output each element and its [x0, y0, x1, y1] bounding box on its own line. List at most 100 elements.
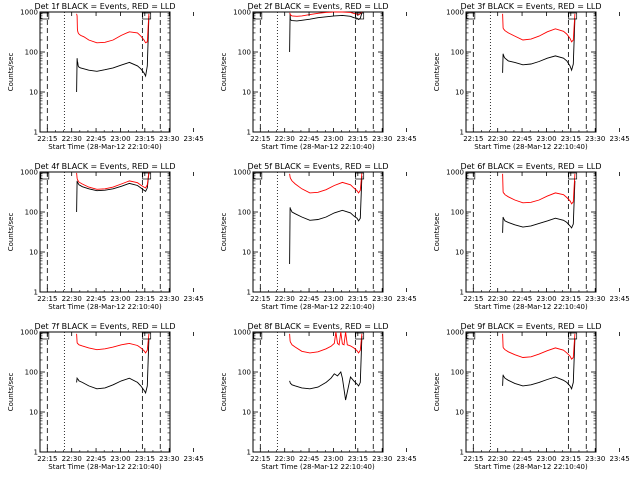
y-tick-label: 1: [247, 449, 251, 457]
y-tick-label: 1000: [233, 329, 251, 337]
plot-frame: [39, 11, 171, 133]
y-tick-label: 10: [29, 89, 38, 97]
series-line-lld: [76, 333, 150, 354]
y-tick-label: 1000: [446, 329, 464, 337]
series-line-events: [502, 338, 576, 390]
x-tick-label: 22:30: [488, 135, 508, 143]
series-line-lld: [502, 333, 576, 360]
panel-title: Det 4f BLACK = Events, RED = LLD: [34, 162, 175, 171]
x-tick-label: 22:45: [512, 135, 532, 143]
panel-det-5: Det 5f BLACK = Events, RED = LLD 1 10 100 10…: [220, 162, 417, 311]
y-tick-label: 1000: [20, 329, 38, 337]
x-tick-label: 22:45: [299, 295, 319, 303]
x-tick-label: 23:45: [609, 135, 629, 143]
x-tick-label: 23:30: [585, 455, 605, 463]
x-tick-label: 23:15: [561, 455, 581, 463]
series-line-events: [502, 180, 576, 233]
panel-det-3: Det 3f BLACK = Events, RED = LLD 1 10 100 10…: [433, 2, 630, 151]
corner-marker-2: [142, 172, 152, 180]
plot-frame: [252, 171, 384, 293]
y-tick-label: 1: [460, 449, 464, 457]
y-axis-label: Counts/sec: [433, 213, 441, 252]
x-axis-label: Start Time (28-Mar-12 22:10:40): [48, 143, 162, 151]
x-tick-label: 23:00: [323, 455, 343, 463]
corner-marker-2: [568, 332, 578, 340]
series-line-lld: [76, 171, 150, 190]
panel-det-4: Det 4f BLACK = Events, RED = LLD 1 10 100 10…: [7, 162, 204, 311]
y-tick-label: 100: [238, 209, 251, 217]
y-tick-label: 100: [25, 209, 38, 217]
y-tick-label: 100: [25, 369, 38, 377]
series-line-lld: [289, 172, 363, 194]
panel-title: Det 9f BLACK = Events, RED = LLD: [460, 322, 601, 331]
x-tick-label: 23:15: [135, 295, 155, 303]
panel-title: Det 1f BLACK = Events, RED = LLD: [34, 2, 175, 11]
panel-title: Det 3f BLACK = Events, RED = LLD: [460, 2, 601, 11]
y-tick-label: 10: [455, 409, 464, 417]
y-axis-label: Counts/sec: [433, 373, 441, 412]
y-axis-label: Counts/sec: [7, 373, 15, 412]
x-axis-label: Start Time (28-Mar-12 22:10:40): [474, 143, 588, 151]
x-tick-label: 23:00: [110, 295, 130, 303]
y-tick-label: 1000: [233, 169, 251, 177]
x-tick-label: 22:30: [488, 455, 508, 463]
x-tick-label: 23:15: [348, 295, 368, 303]
x-tick-label: 22:30: [275, 455, 295, 463]
panel-title: Det 6f BLACK = Events, RED = LLD: [460, 162, 601, 171]
x-tick-label: 22:15: [463, 135, 483, 143]
y-axis-label: Counts/sec: [220, 53, 228, 92]
x-tick-label: 23:45: [609, 295, 629, 303]
series-line-lld: [502, 173, 576, 205]
x-tick-label: 22:45: [86, 455, 106, 463]
x-tick-label: 23:15: [348, 135, 368, 143]
x-tick-label: 23:15: [348, 455, 368, 463]
y-tick-label: 10: [242, 409, 251, 417]
x-tick-label: 23:45: [396, 135, 416, 143]
panel-det-7: Det 7f BLACK = Events, RED = LLD 1 10 100 10…: [7, 322, 204, 471]
x-tick-label: 23:45: [183, 135, 203, 143]
x-axis-label: Start Time (28-Mar-12 22:10:40): [48, 303, 162, 311]
x-tick-label: 22:15: [37, 135, 57, 143]
x-tick-label: 23:30: [585, 295, 605, 303]
plot-frame: [465, 331, 597, 453]
x-tick-label: 23:00: [323, 135, 343, 143]
x-tick-label: 23:30: [372, 295, 392, 303]
panel-det-8: Det 8f BLACK = Events, RED = LLD 1 10 100 10…: [220, 322, 417, 471]
y-axis-label: Counts/sec: [433, 53, 441, 92]
x-axis-label: Start Time (28-Mar-12 22:10:40): [474, 463, 588, 471]
x-tick-label: 23:15: [135, 455, 155, 463]
corner-marker-2: [568, 172, 578, 180]
y-tick-label: 100: [451, 369, 464, 377]
x-tick-label: 22:30: [275, 295, 295, 303]
series-line-lld: [76, 13, 150, 44]
panel-det-1: Det 1f BLACK = Events, RED = LLD 1 10 100 10…: [7, 2, 204, 151]
panel-title: Det 5f BLACK = Events, RED = LLD: [247, 162, 388, 171]
x-tick-label: 23:45: [396, 455, 416, 463]
x-tick-label: 22:30: [488, 295, 508, 303]
x-tick-label: 23:00: [110, 455, 130, 463]
y-tick-label: 1000: [20, 169, 38, 177]
corner-marker-2: [142, 332, 152, 340]
x-axis-label: Start Time (28-Mar-12 22:10:40): [474, 303, 588, 311]
x-axis-label: Start Time (28-Mar-12 22:10:40): [261, 143, 375, 151]
y-tick-label: 1: [460, 129, 464, 137]
corner-marker-2: [355, 172, 365, 180]
corner-marker-2: [568, 12, 578, 20]
y-axis-label: Counts/sec: [7, 53, 15, 92]
x-tick-label: 22:30: [62, 135, 82, 143]
y-tick-label: 10: [242, 89, 251, 97]
x-tick-label: 23:00: [536, 295, 556, 303]
x-axis-label: Start Time (28-Mar-12 22:10:40): [261, 303, 375, 311]
series-line-lld: [289, 331, 363, 354]
y-tick-label: 100: [451, 209, 464, 217]
x-tick-label: 23:45: [183, 295, 203, 303]
plot-frame: [252, 11, 384, 133]
y-tick-label: 1: [34, 129, 38, 137]
y-tick-label: 1000: [446, 169, 464, 177]
y-tick-label: 10: [29, 409, 38, 417]
x-tick-label: 23:15: [135, 135, 155, 143]
x-tick-label: 23:30: [159, 295, 179, 303]
x-tick-label: 22:45: [299, 455, 319, 463]
y-tick-label: 10: [242, 249, 251, 257]
